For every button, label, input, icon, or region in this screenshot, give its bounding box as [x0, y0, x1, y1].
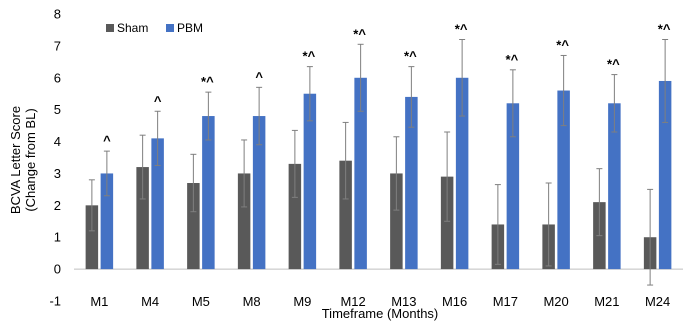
x-tick-label: M24	[645, 294, 670, 309]
bars	[85, 77, 672, 270]
x-axis-ticks: M1 M4 M5 M8 M9 M12 M13 M16 M17 M20 M21 M24	[90, 294, 670, 309]
y-axis-ticks: -1 0 1 2 3 4 5 6 7 8	[49, 7, 61, 309]
significance-label: *^	[556, 37, 569, 52]
y-tick-label: 4	[54, 134, 61, 149]
x-tick-label: M1	[90, 294, 108, 309]
pbm-bar	[608, 103, 621, 270]
y-tick-label: 2	[54, 198, 61, 213]
pbm-bar	[354, 77, 367, 270]
pbm-bar	[557, 90, 570, 270]
x-tick-label: M20	[543, 294, 568, 309]
error-bars	[88, 39, 669, 286]
y-tick-label: 1	[54, 230, 61, 245]
significance-label: *^	[404, 49, 417, 64]
pbm-bar	[405, 96, 418, 270]
sham-bar	[136, 167, 149, 270]
x-tick-label: M13	[391, 294, 416, 309]
y-tick-label: -1	[49, 294, 61, 309]
pbm-bar	[202, 116, 215, 270]
significance-label: *^	[658, 22, 671, 37]
x-tick-label: M8	[243, 294, 261, 309]
legend-swatch	[166, 24, 174, 32]
x-tick-label: M17	[493, 294, 518, 309]
x-tick-label: M21	[594, 294, 619, 309]
y-tick-label: 5	[54, 102, 61, 117]
significance-label: ^	[103, 133, 111, 148]
pbm-bar	[151, 138, 164, 270]
significance-label: ^	[255, 69, 263, 84]
legend-label: PBM	[177, 21, 203, 35]
significance-label: *^	[201, 74, 214, 89]
x-tick-label: M9	[293, 294, 311, 309]
y-tick-label: 8	[54, 7, 61, 22]
significance-label: *^	[607, 57, 620, 72]
sham-bar	[187, 183, 200, 270]
pbm-bar	[658, 80, 672, 270]
legend-swatch	[106, 24, 114, 32]
sham-bar	[85, 205, 99, 270]
y-axis-title-line: BCVA Letter Score	[8, 106, 23, 214]
x-tick-label: M12	[340, 294, 365, 309]
significance-label: *^	[353, 26, 366, 41]
sham-bar	[390, 173, 403, 270]
legend-label: Sham	[117, 21, 148, 35]
sham-bar	[440, 176, 454, 270]
sham-bar	[237, 173, 251, 270]
y-tick-label: 3	[54, 166, 61, 181]
significance-label: *^	[506, 52, 519, 67]
x-tick-label: M5	[192, 294, 210, 309]
x-axis-title: Timeframe (Months)	[322, 306, 439, 321]
x-tick-label: M16	[442, 294, 467, 309]
x-tick-label: M4	[141, 294, 159, 309]
sham-bar	[339, 160, 352, 270]
y-axis-title: BCVA Letter Score (Change from BL)	[8, 106, 38, 214]
significance-label: *^	[455, 22, 468, 37]
sham-bar	[288, 163, 302, 270]
y-tick-label: 0	[54, 262, 61, 277]
significance-label: ^	[154, 93, 162, 108]
y-axis-title-line: (Change from BL)	[23, 108, 38, 211]
significance-label: *^	[303, 49, 316, 64]
legend: Sham PBM	[106, 21, 203, 35]
pbm-bar	[303, 93, 317, 270]
y-tick-label: 6	[54, 70, 61, 85]
pbm-bar	[455, 77, 469, 270]
y-tick-label: 7	[54, 38, 61, 53]
pbm-bar	[506, 103, 520, 270]
pbm-bar	[100, 173, 114, 270]
pbm-bar	[252, 116, 266, 270]
significance-labels: ^ ^ *^ ^ *^ *^ *^ *^ *^ *^ *^ *^	[103, 22, 671, 149]
